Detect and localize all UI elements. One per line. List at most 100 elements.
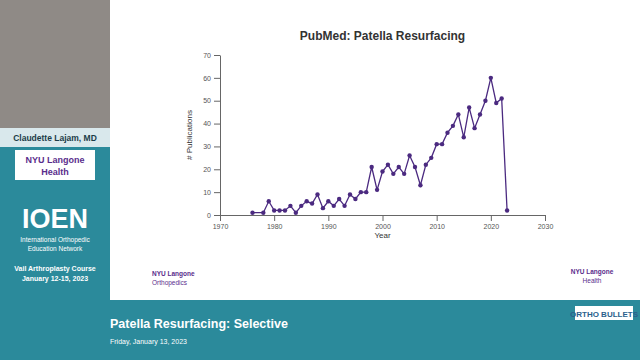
tick-label: 70 bbox=[203, 52, 211, 59]
tick-mark bbox=[214, 215, 220, 216]
marker bbox=[332, 204, 336, 208]
marker bbox=[397, 165, 401, 169]
marker bbox=[310, 201, 314, 205]
tick-label: 1990 bbox=[321, 223, 337, 230]
tick-label: 2030 bbox=[538, 223, 554, 230]
tick: 20 bbox=[203, 166, 220, 173]
tick: 2000 bbox=[375, 215, 391, 230]
slide-logo: NYU Langone bbox=[571, 268, 614, 276]
tick-mark bbox=[214, 78, 220, 79]
tick-mark bbox=[220, 215, 221, 221]
y-axis-title: # Publications bbox=[185, 110, 194, 160]
marker bbox=[364, 190, 368, 194]
network-logo: IOEN bbox=[22, 204, 88, 234]
logo-text: NYU Langone bbox=[25, 155, 84, 165]
network-name: International Orthopedic bbox=[20, 236, 90, 244]
marker bbox=[304, 199, 308, 203]
tick: 2020 bbox=[484, 215, 500, 230]
tick-mark bbox=[214, 146, 220, 147]
marker bbox=[445, 131, 449, 135]
tick-mark bbox=[437, 215, 438, 221]
tick-label: 0 bbox=[207, 212, 211, 219]
frame: Claudette Lajam, MDNYU LangoneHealthIOEN… bbox=[0, 0, 640, 360]
talk-title: Patella Resurfacing: Selective bbox=[110, 317, 288, 331]
x-axis: 1970 1980 1990 2000 2010 2020 2030 bbox=[213, 215, 554, 230]
tick-mark bbox=[214, 101, 220, 102]
tick-mark bbox=[214, 124, 220, 125]
tick: 50 bbox=[203, 97, 220, 104]
marker bbox=[472, 126, 476, 130]
course-dates: January 12-15, 2023 bbox=[22, 275, 88, 283]
marker bbox=[489, 76, 493, 80]
tick-label: 1970 bbox=[213, 223, 229, 230]
marker bbox=[505, 208, 509, 212]
marker bbox=[499, 96, 503, 100]
series-line bbox=[253, 78, 508, 213]
tick-label: 20 bbox=[203, 166, 211, 173]
tick: 1990 bbox=[321, 215, 337, 230]
marker bbox=[424, 163, 428, 167]
marker bbox=[321, 206, 325, 210]
marker bbox=[342, 204, 346, 208]
marker bbox=[337, 197, 341, 201]
speaker-name: Claudette Lajam, MD bbox=[13, 133, 97, 143]
y-axis: 0 10 20 30 40 50 60 70 bbox=[203, 52, 220, 219]
slide-logo: Orthopedics bbox=[152, 279, 188, 287]
tick-mark bbox=[274, 215, 275, 221]
bottom-bar bbox=[0, 300, 640, 360]
tick-mark bbox=[491, 215, 492, 221]
marker bbox=[288, 204, 292, 208]
tick: 10 bbox=[203, 189, 220, 196]
marker bbox=[283, 208, 287, 212]
marker bbox=[434, 142, 438, 146]
background bbox=[0, 0, 640, 360]
tick-mark bbox=[545, 215, 546, 221]
side-panel bbox=[0, 128, 110, 300]
name-strip bbox=[0, 128, 110, 147]
marker bbox=[353, 197, 357, 201]
plot-area bbox=[250, 76, 509, 215]
marker bbox=[348, 192, 352, 196]
tick-label: 10 bbox=[203, 189, 211, 196]
marker bbox=[277, 208, 281, 212]
marker bbox=[483, 99, 487, 103]
marker bbox=[267, 199, 271, 203]
marker bbox=[315, 192, 319, 196]
tick-label: 2010 bbox=[429, 223, 445, 230]
tick-mark bbox=[383, 215, 384, 221]
tick-label: 60 bbox=[203, 75, 211, 82]
speaker-video bbox=[0, 0, 110, 128]
marker bbox=[294, 211, 298, 215]
logo-box bbox=[15, 150, 95, 180]
marker bbox=[462, 135, 466, 139]
marker bbox=[375, 188, 379, 192]
marker bbox=[380, 169, 384, 173]
tick-label: 2020 bbox=[484, 223, 500, 230]
logo-text: Health bbox=[41, 167, 69, 177]
marker bbox=[407, 153, 411, 157]
marker bbox=[391, 172, 395, 176]
tick-label: 2000 bbox=[375, 223, 391, 230]
marker bbox=[451, 124, 455, 128]
marker bbox=[494, 101, 498, 105]
tick: 1970 bbox=[213, 215, 229, 230]
marker bbox=[402, 172, 406, 176]
marker bbox=[467, 105, 471, 109]
course: Vail Arthroplasty Course bbox=[14, 265, 96, 273]
tick-mark bbox=[214, 169, 220, 170]
marker bbox=[261, 211, 265, 215]
tick: 0 bbox=[207, 212, 220, 219]
tick: 30 bbox=[203, 143, 220, 150]
marker bbox=[429, 156, 433, 160]
marker bbox=[456, 112, 460, 116]
tick-label: 1980 bbox=[267, 223, 283, 230]
brand: ORTHO BULLETS bbox=[570, 310, 639, 319]
tick-mark bbox=[328, 215, 329, 221]
slide-logo: Health bbox=[583, 277, 602, 284]
tick: 2030 bbox=[538, 215, 554, 230]
slide-logo: NYU Langone bbox=[152, 270, 195, 278]
tick: 40 bbox=[203, 120, 220, 127]
marker bbox=[386, 163, 390, 167]
marker bbox=[272, 208, 276, 212]
marker bbox=[326, 199, 330, 203]
